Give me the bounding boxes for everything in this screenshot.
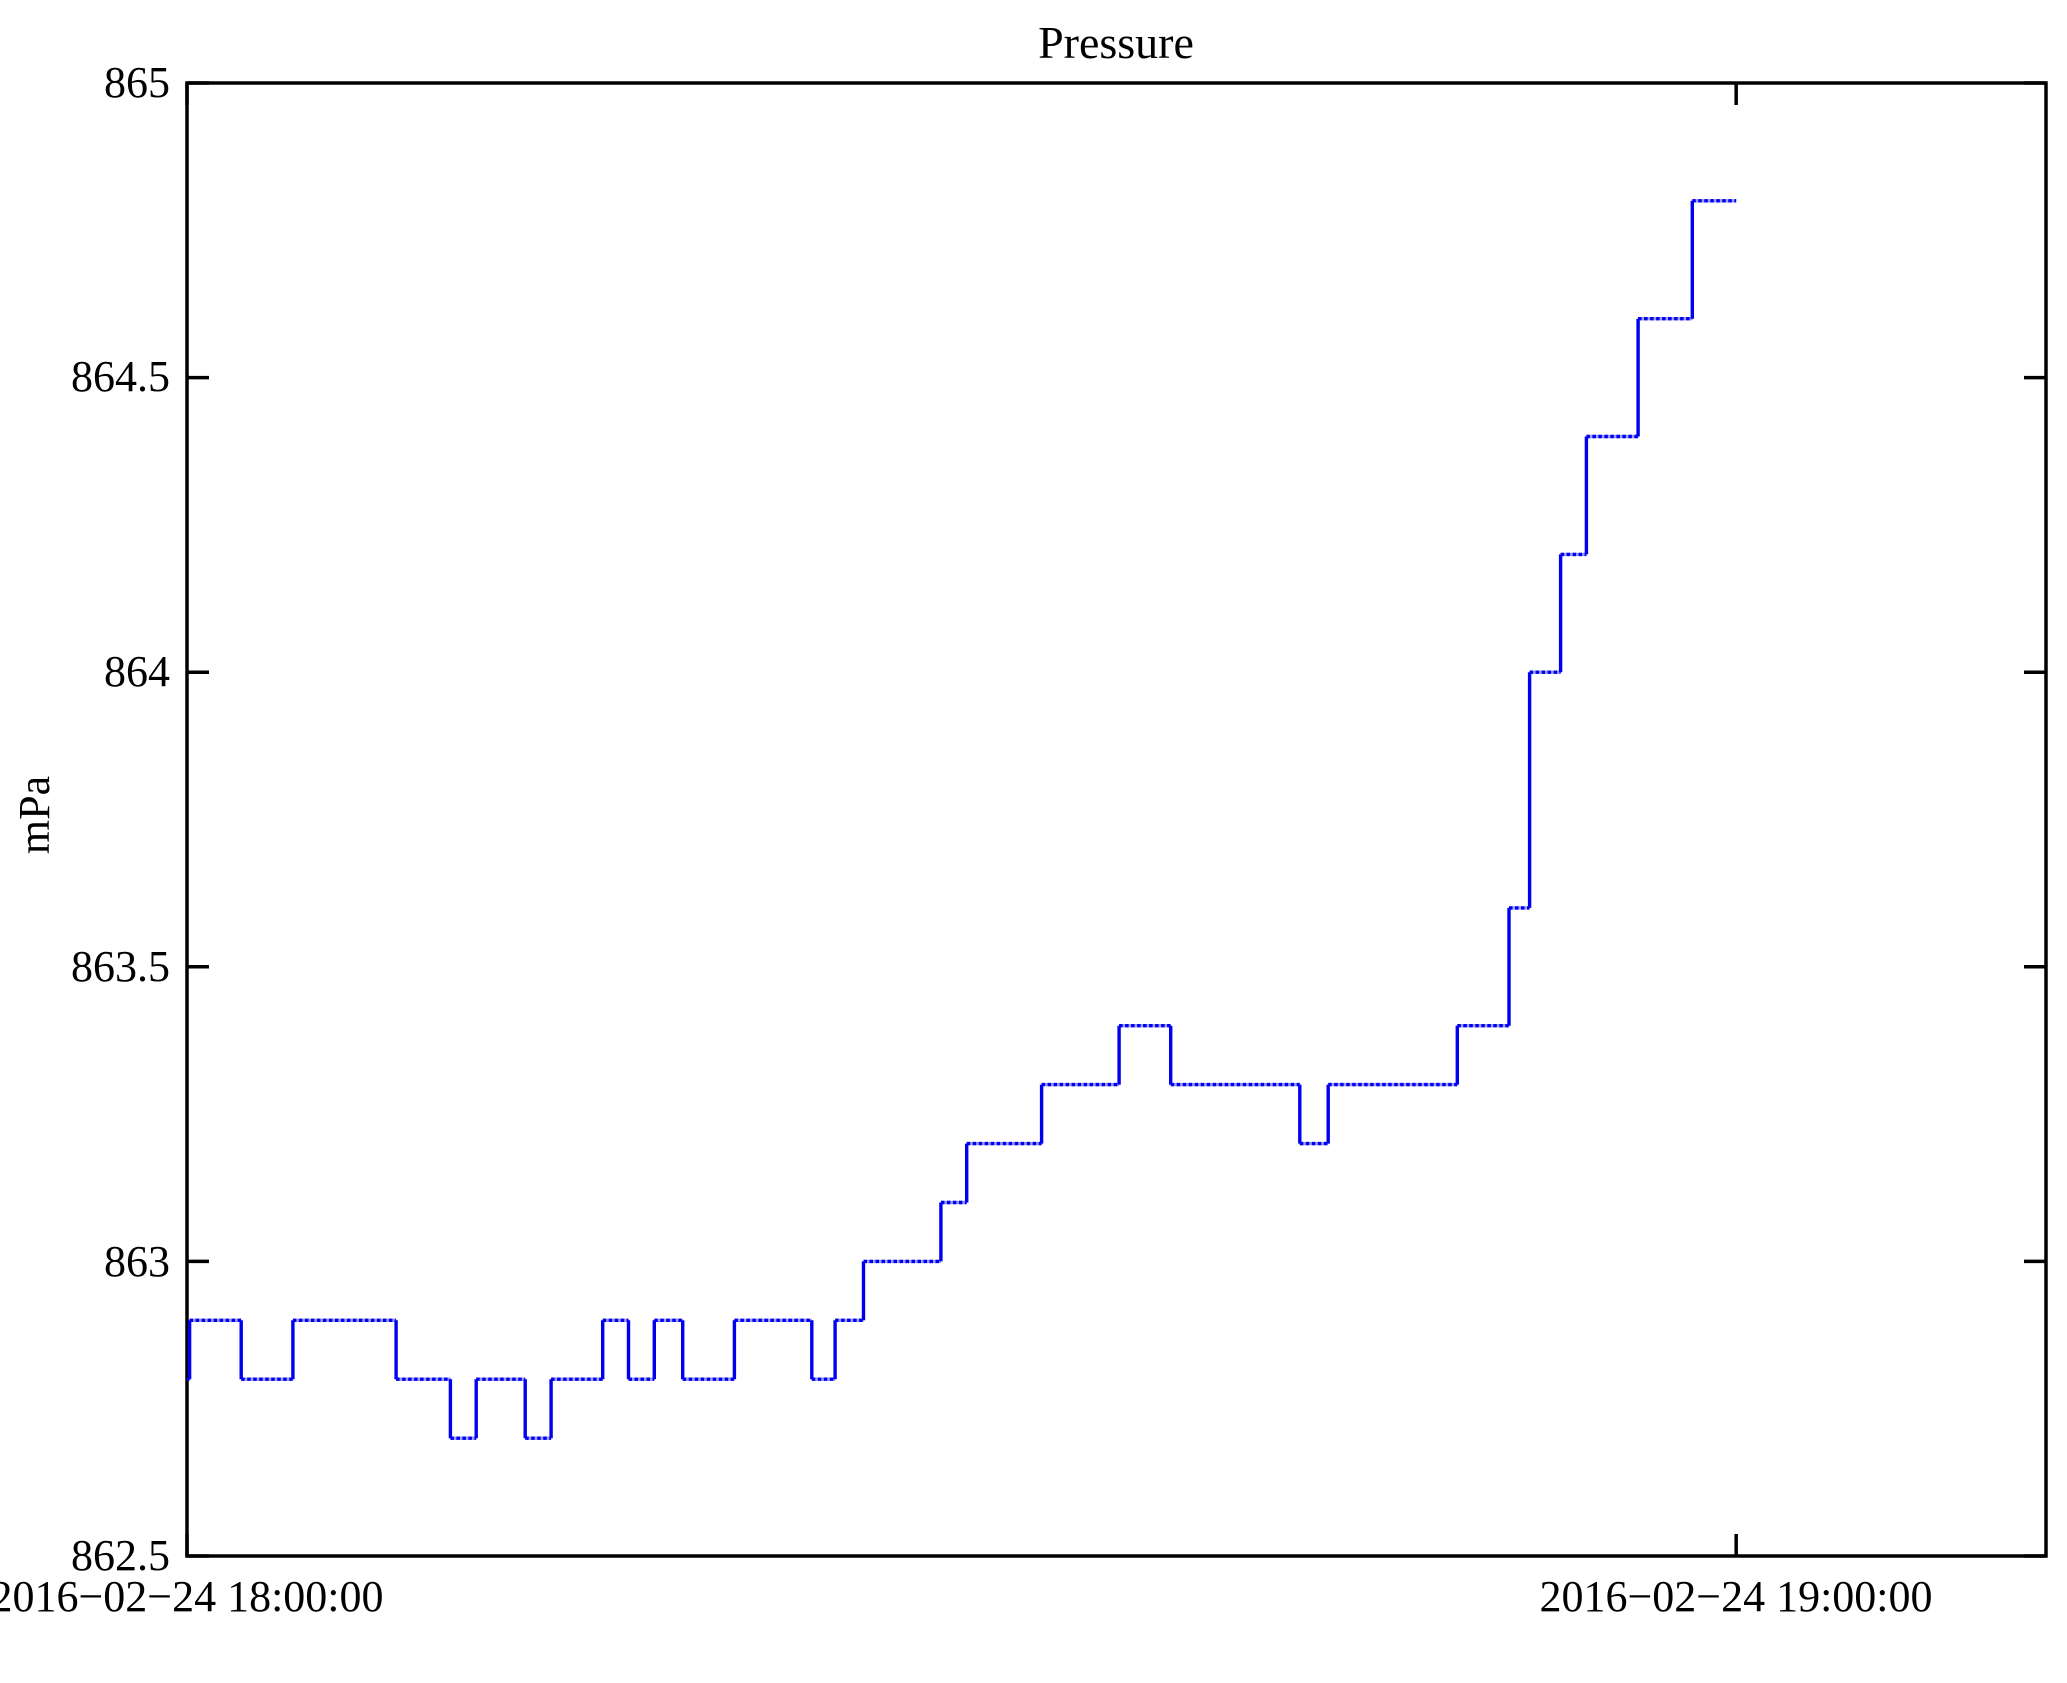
axes-box	[185, 81, 2048, 1558]
y-tick-label-862.5: 862.5	[71, 1531, 170, 1580]
x-tick-label-19:00: 2016−02−24 19:00:00	[1539, 1572, 1933, 1621]
y-tick-label-863.5: 863.5	[71, 942, 170, 991]
y-axis-label: mPa	[10, 775, 59, 855]
y-tick-label-863: 863	[104, 1237, 170, 1286]
pressure-step-line-horizontal	[187, 199, 1737, 1440]
y-tick-label-864.5: 864.5	[71, 352, 170, 401]
y-tick-label-865: 865	[104, 58, 170, 107]
y-tick-label-864: 864	[104, 647, 170, 696]
axis-ticks	[185, 81, 2046, 1558]
x-tick-label-18:00: 2016−02−24 18:00:00	[0, 1572, 384, 1621]
pressure-step-line-halo	[187, 199, 1737, 1440]
chart-title: Pressure	[1038, 17, 1194, 68]
pressure-step-line-vertical	[187, 200, 1694, 1439]
